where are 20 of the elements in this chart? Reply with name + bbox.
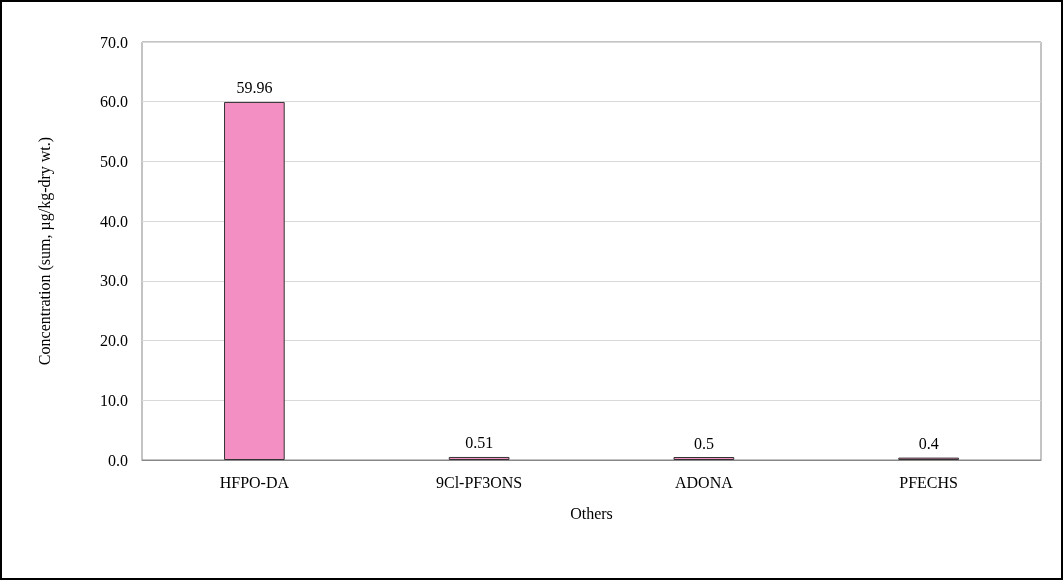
- y-tick-label: 70.0: [100, 33, 128, 51]
- x-tick-label: PFECHS: [899, 473, 958, 491]
- y-tick-label: 10.0: [100, 391, 128, 409]
- y-tick-label: 50.0: [100, 152, 128, 170]
- x-tick-label: HFPO-DA: [219, 473, 290, 491]
- y-tick-label: 20.0: [100, 332, 128, 350]
- x-tick-label: ADONA: [674, 473, 734, 491]
- y-tick-label: 40.0: [100, 212, 128, 230]
- data-label: 59.96: [236, 79, 273, 97]
- data-label: 0.51: [465, 434, 494, 452]
- y-tick-label: 0.0: [108, 451, 128, 469]
- data-label: 0.5: [693, 434, 714, 452]
- y-tick-label: 60.0: [100, 93, 128, 111]
- y-axis-title: Concentration (sum, µg/kg-dry wt.): [35, 136, 54, 366]
- y-tick-label: 30.0: [100, 272, 128, 290]
- bar: [448, 456, 510, 460]
- data-label: 0.4: [918, 435, 939, 453]
- x-axis-title: Others: [570, 504, 613, 522]
- x-tick-label: 9Cl-PF3ONS: [436, 473, 523, 491]
- bar: [224, 101, 285, 460]
